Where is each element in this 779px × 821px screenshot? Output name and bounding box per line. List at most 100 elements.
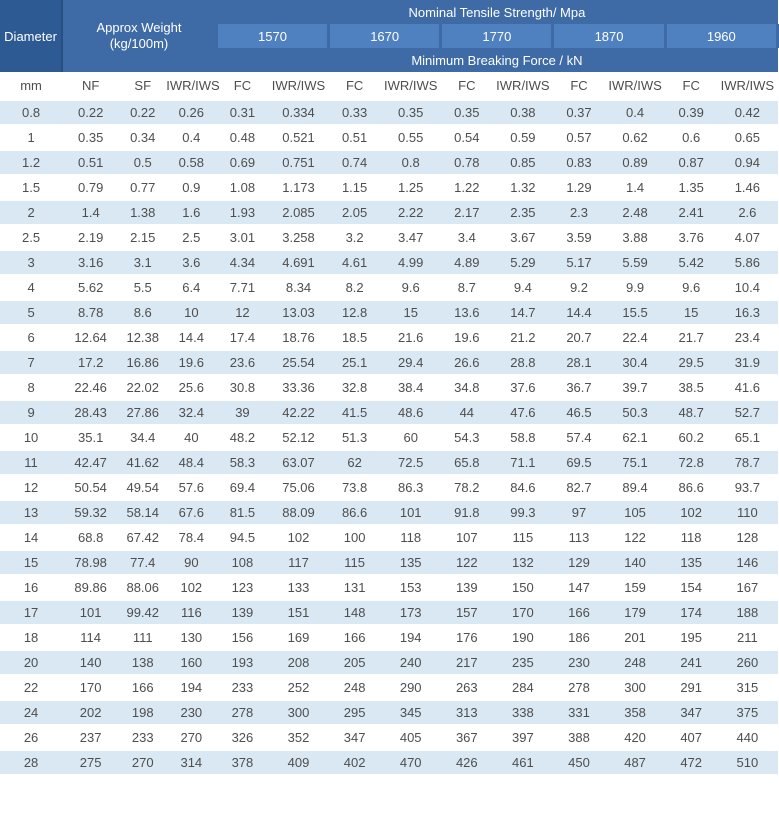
table-cell: 41.6	[717, 375, 778, 401]
table-cell: 57.4	[552, 425, 606, 451]
diameter-cell: 26	[0, 725, 63, 751]
table-cell: 62	[328, 450, 381, 476]
table-cell: 0.57	[552, 125, 606, 151]
table-cell: 0.83	[552, 150, 606, 176]
table-cell: 67.42	[119, 525, 167, 551]
diameter-cell: 11	[0, 450, 63, 476]
table-cell: 347	[665, 700, 718, 726]
table-cell: 1.46	[717, 175, 778, 201]
table-cell: 0.54	[440, 125, 493, 151]
table-cell: 8.34	[268, 275, 329, 301]
table-cell: 284	[492, 675, 553, 701]
column-header: FC	[552, 72, 606, 101]
table-cell: 135	[380, 550, 441, 576]
table-cell: 58.3	[216, 450, 269, 476]
table-cell: 375	[717, 700, 778, 726]
table-cell: 26.6	[440, 350, 493, 376]
table-cell: 295	[328, 700, 381, 726]
table-cell: 72.5	[380, 450, 441, 476]
table-cell: 10.4	[717, 275, 778, 301]
table-row: 1.2 0.51 0.5 0.58 0.69 0.751 0.74 0.8 0.78 0.85 0.…	[0, 150, 778, 176]
tensile-strength-row: 1570 1670 1770 1870 1960	[0, 24, 779, 48]
column-header: NF	[62, 72, 120, 101]
table-cell: 88.09	[268, 500, 329, 526]
column-header: IWR/IWS	[380, 72, 441, 101]
table-cell: 426	[440, 750, 493, 776]
table-cell: 157	[440, 600, 493, 626]
table-cell: 3.258	[268, 225, 329, 251]
table-cell: 315	[717, 675, 778, 701]
table-cell: 18.5	[328, 325, 381, 351]
table-cell: 2.48	[605, 200, 666, 226]
table-cell: 59.32	[62, 500, 120, 526]
table-cell: 123	[216, 575, 269, 601]
diameter-cell: 0.8	[0, 100, 63, 126]
table-cell: 54.3	[440, 425, 493, 451]
table-cell: 8.6	[119, 300, 167, 326]
table-cell: 291	[665, 675, 718, 701]
table-cell: 179	[605, 600, 666, 626]
table-cell: 358	[605, 700, 666, 726]
table-cell: 47.6	[492, 400, 553, 426]
table-cell: 159	[605, 575, 666, 601]
table-row: 6 12.64 12.38 14.4 17.4 18.76 18.5 21.6 19.6 21.2…	[0, 325, 778, 351]
table-cell: 450	[552, 750, 606, 776]
table-row: 1.5 0.79 0.77 0.9 1.08 1.173 1.15 1.25 1.22 1.32 1…	[0, 175, 778, 201]
table-cell: 28.43	[62, 400, 120, 426]
table-cell: 22.46	[62, 375, 120, 401]
table-cell: 19.6	[440, 325, 493, 351]
table-cell: 0.69	[216, 150, 269, 176]
table-cell: 39.7	[605, 375, 666, 401]
table-cell: 71.1	[492, 450, 553, 476]
column-header: IWR/IWS	[492, 72, 553, 101]
table-row: 4 5.62 5.5 6.4 7.71 8.34 8.2 9.6 8.7 9.4 9.2 9.9 9.6…	[0, 275, 778, 301]
table-cell: 0.33	[328, 100, 381, 126]
table-cell: 140	[605, 550, 666, 576]
table-cell: 102	[665, 500, 718, 526]
table-cell: 139	[440, 575, 493, 601]
table-cell: 72.8	[665, 450, 718, 476]
table-row: 18 114 111 130 156 169 166 194 176 190 186 201 195 21…	[0, 625, 778, 651]
table-cell: 23.4	[717, 325, 778, 351]
table-cell: 3.01	[216, 225, 269, 251]
diameter-cell: 7	[0, 350, 63, 376]
table-cell: 202	[62, 700, 120, 726]
table-cell: 472	[665, 750, 718, 776]
table-cell: 4.07	[717, 225, 778, 251]
diameter-cell: 12	[0, 475, 63, 501]
table-cell: 131	[328, 575, 381, 601]
table-cell: 6.4	[166, 275, 217, 301]
table-cell: 201	[605, 625, 666, 651]
table-cell: 36.7	[552, 375, 606, 401]
table-cell: 133	[268, 575, 329, 601]
table-cell: 101	[380, 500, 441, 526]
table-cell: 367	[440, 725, 493, 751]
table-cell: 211	[717, 625, 778, 651]
table-cell: 397	[492, 725, 553, 751]
diameter-cell: 8	[0, 375, 63, 401]
table-cell: 78.2	[440, 475, 493, 501]
table-cell: 40	[166, 425, 217, 451]
table-cell: 240	[380, 650, 441, 676]
table-cell: 28.1	[552, 350, 606, 376]
table-cell: 20.7	[552, 325, 606, 351]
table-cell: 0.55	[380, 125, 441, 151]
table-cell: 39	[216, 400, 269, 426]
table-cell: 75.06	[268, 475, 329, 501]
tensile-strength-value: 1570	[214, 24, 331, 48]
table-cell: 0.58	[166, 150, 217, 176]
diameter-cell: 16	[0, 575, 63, 601]
table-cell: 128	[717, 525, 778, 551]
table-cell: 2.6	[717, 200, 778, 226]
approx-weight-unit: (kg/100m)	[109, 36, 169, 51]
approx-weight-label: Approx Weight	[96, 19, 182, 35]
table-cell: 41.5	[328, 400, 381, 426]
table-cell: 5.62	[62, 275, 120, 301]
table-cell: 5.59	[605, 250, 666, 276]
table-cell: 34.8	[440, 375, 493, 401]
table-cell: 290	[380, 675, 441, 701]
table-cell: 1.32	[492, 175, 553, 201]
table-cell: 326	[216, 725, 269, 751]
table-cell: 122	[440, 550, 493, 576]
table-cell: 48.7	[665, 400, 718, 426]
